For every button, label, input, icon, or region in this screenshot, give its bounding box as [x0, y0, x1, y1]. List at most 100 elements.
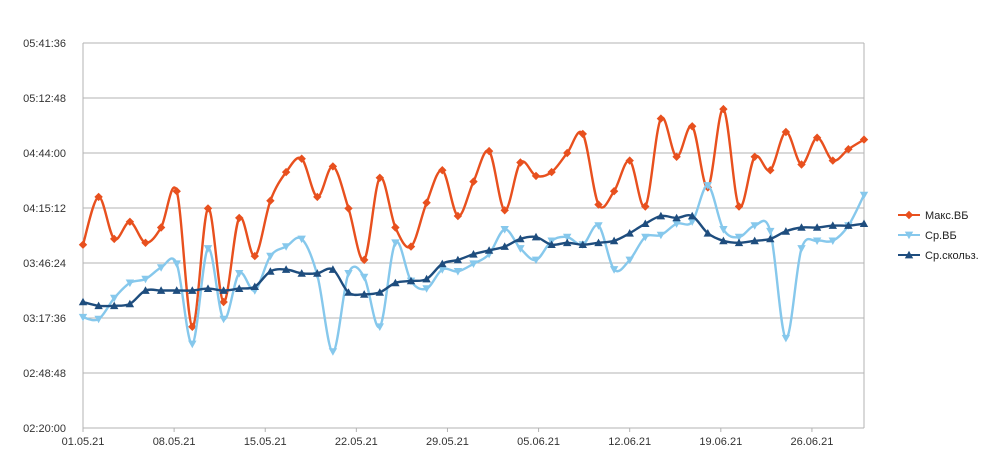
- data-point: [688, 211, 697, 220]
- y-tick-label: 04:44:00: [23, 148, 66, 160]
- data-point: [672, 213, 681, 222]
- data-point: [547, 240, 556, 248]
- data-point: [609, 236, 619, 245]
- data-point: [94, 315, 103, 324]
- data-point: [203, 204, 213, 213]
- data-point: [78, 240, 88, 249]
- legend-marker: [904, 231, 914, 240]
- data-point: [453, 211, 463, 221]
- data-point: [812, 223, 822, 231]
- data-point: [141, 238, 150, 247]
- data-point: [219, 297, 228, 307]
- data-point: [656, 114, 666, 123]
- data-point: [141, 275, 150, 284]
- data-point: [766, 234, 775, 243]
- data-point: [281, 243, 291, 251]
- data-point: [172, 260, 181, 268]
- data-point: [406, 276, 416, 285]
- data-point: [250, 251, 259, 261]
- y-tick-label: 04:15:12: [23, 203, 66, 215]
- data-point: [360, 273, 369, 282]
- data-point: [641, 233, 650, 242]
- data-point: [641, 202, 650, 211]
- data-point: [500, 206, 509, 215]
- data-point: [859, 191, 869, 200]
- data-point: [360, 290, 369, 298]
- data-point: [375, 288, 384, 296]
- data-point: [266, 267, 275, 275]
- data-point: [812, 237, 822, 245]
- series-1: [78, 104, 869, 331]
- legend-label: Ср.ВБ: [925, 230, 957, 242]
- data-point: [141, 286, 150, 294]
- data-point: [469, 250, 478, 258]
- data-point: [859, 219, 869, 227]
- data-point: [172, 286, 181, 294]
- data-point: [828, 156, 837, 165]
- data-point: [203, 245, 213, 253]
- data-point: [250, 282, 259, 290]
- data-point: [750, 222, 759, 230]
- legend-label: Ср.скольз.: [925, 250, 979, 262]
- data-point: [235, 270, 244, 278]
- data-point: [188, 322, 197, 331]
- data-point: [219, 286, 228, 294]
- x-tick-label: 05.06.21: [517, 436, 560, 448]
- data-point: [422, 198, 431, 207]
- data-point: [688, 122, 697, 131]
- data-point: [422, 285, 431, 293]
- data-point: [500, 226, 509, 234]
- data-point: [406, 242, 416, 251]
- data-point: [391, 278, 400, 287]
- legend-item: Ср.ВБ: [898, 230, 957, 242]
- legend-marker: [904, 250, 914, 259]
- data-point: [547, 167, 556, 177]
- data-point: [734, 233, 744, 242]
- data-point: [641, 219, 650, 227]
- data-point: [688, 218, 697, 226]
- data-point: [516, 158, 525, 167]
- data-point: [625, 156, 634, 165]
- data-point: [172, 187, 181, 196]
- data-point: [281, 167, 291, 177]
- data-point: [734, 202, 744, 211]
- data-point: [375, 173, 384, 182]
- data-point: [797, 245, 806, 253]
- x-tick-label: 12.06.21: [608, 436, 651, 448]
- data-point: [563, 148, 572, 158]
- legend-label: Макс.ВБ: [925, 210, 968, 222]
- y-tick-label: 03:46:24: [23, 258, 66, 270]
- data-point: [78, 297, 88, 306]
- data-point: [781, 227, 791, 235]
- data-point: [531, 232, 541, 241]
- grid-lines: [82, 42, 865, 429]
- data-point: [625, 229, 634, 237]
- data-point: [188, 340, 197, 349]
- data-point: [484, 146, 494, 156]
- series-layer: [78, 104, 869, 356]
- y-tick-label: 02:20:00: [23, 423, 66, 435]
- data-point: [281, 265, 291, 273]
- data-point: [766, 166, 775, 175]
- data-point: [266, 252, 275, 261]
- data-point: [391, 239, 400, 247]
- series-2: [78, 182, 869, 356]
- data-point: [812, 133, 822, 142]
- x-tick-label: 15.05.21: [244, 436, 287, 448]
- data-point: [797, 160, 806, 169]
- legend: Макс.ВБ Ср.ВБ Ср.скольз.: [898, 210, 979, 262]
- data-point: [297, 235, 306, 244]
- data-point: [703, 229, 712, 237]
- y-tick-label: 02:48:48: [23, 368, 66, 380]
- data-point: [313, 269, 322, 277]
- data-point: [578, 129, 587, 139]
- data-point: [297, 269, 306, 277]
- x-tick-label: 19.06.21: [699, 436, 742, 448]
- data-point: [656, 211, 666, 220]
- data-point: [110, 301, 119, 310]
- data-point: [328, 162, 338, 171]
- data-point: [672, 220, 681, 228]
- data-point: [672, 152, 681, 161]
- data-point: [750, 236, 759, 245]
- data-point: [156, 264, 166, 272]
